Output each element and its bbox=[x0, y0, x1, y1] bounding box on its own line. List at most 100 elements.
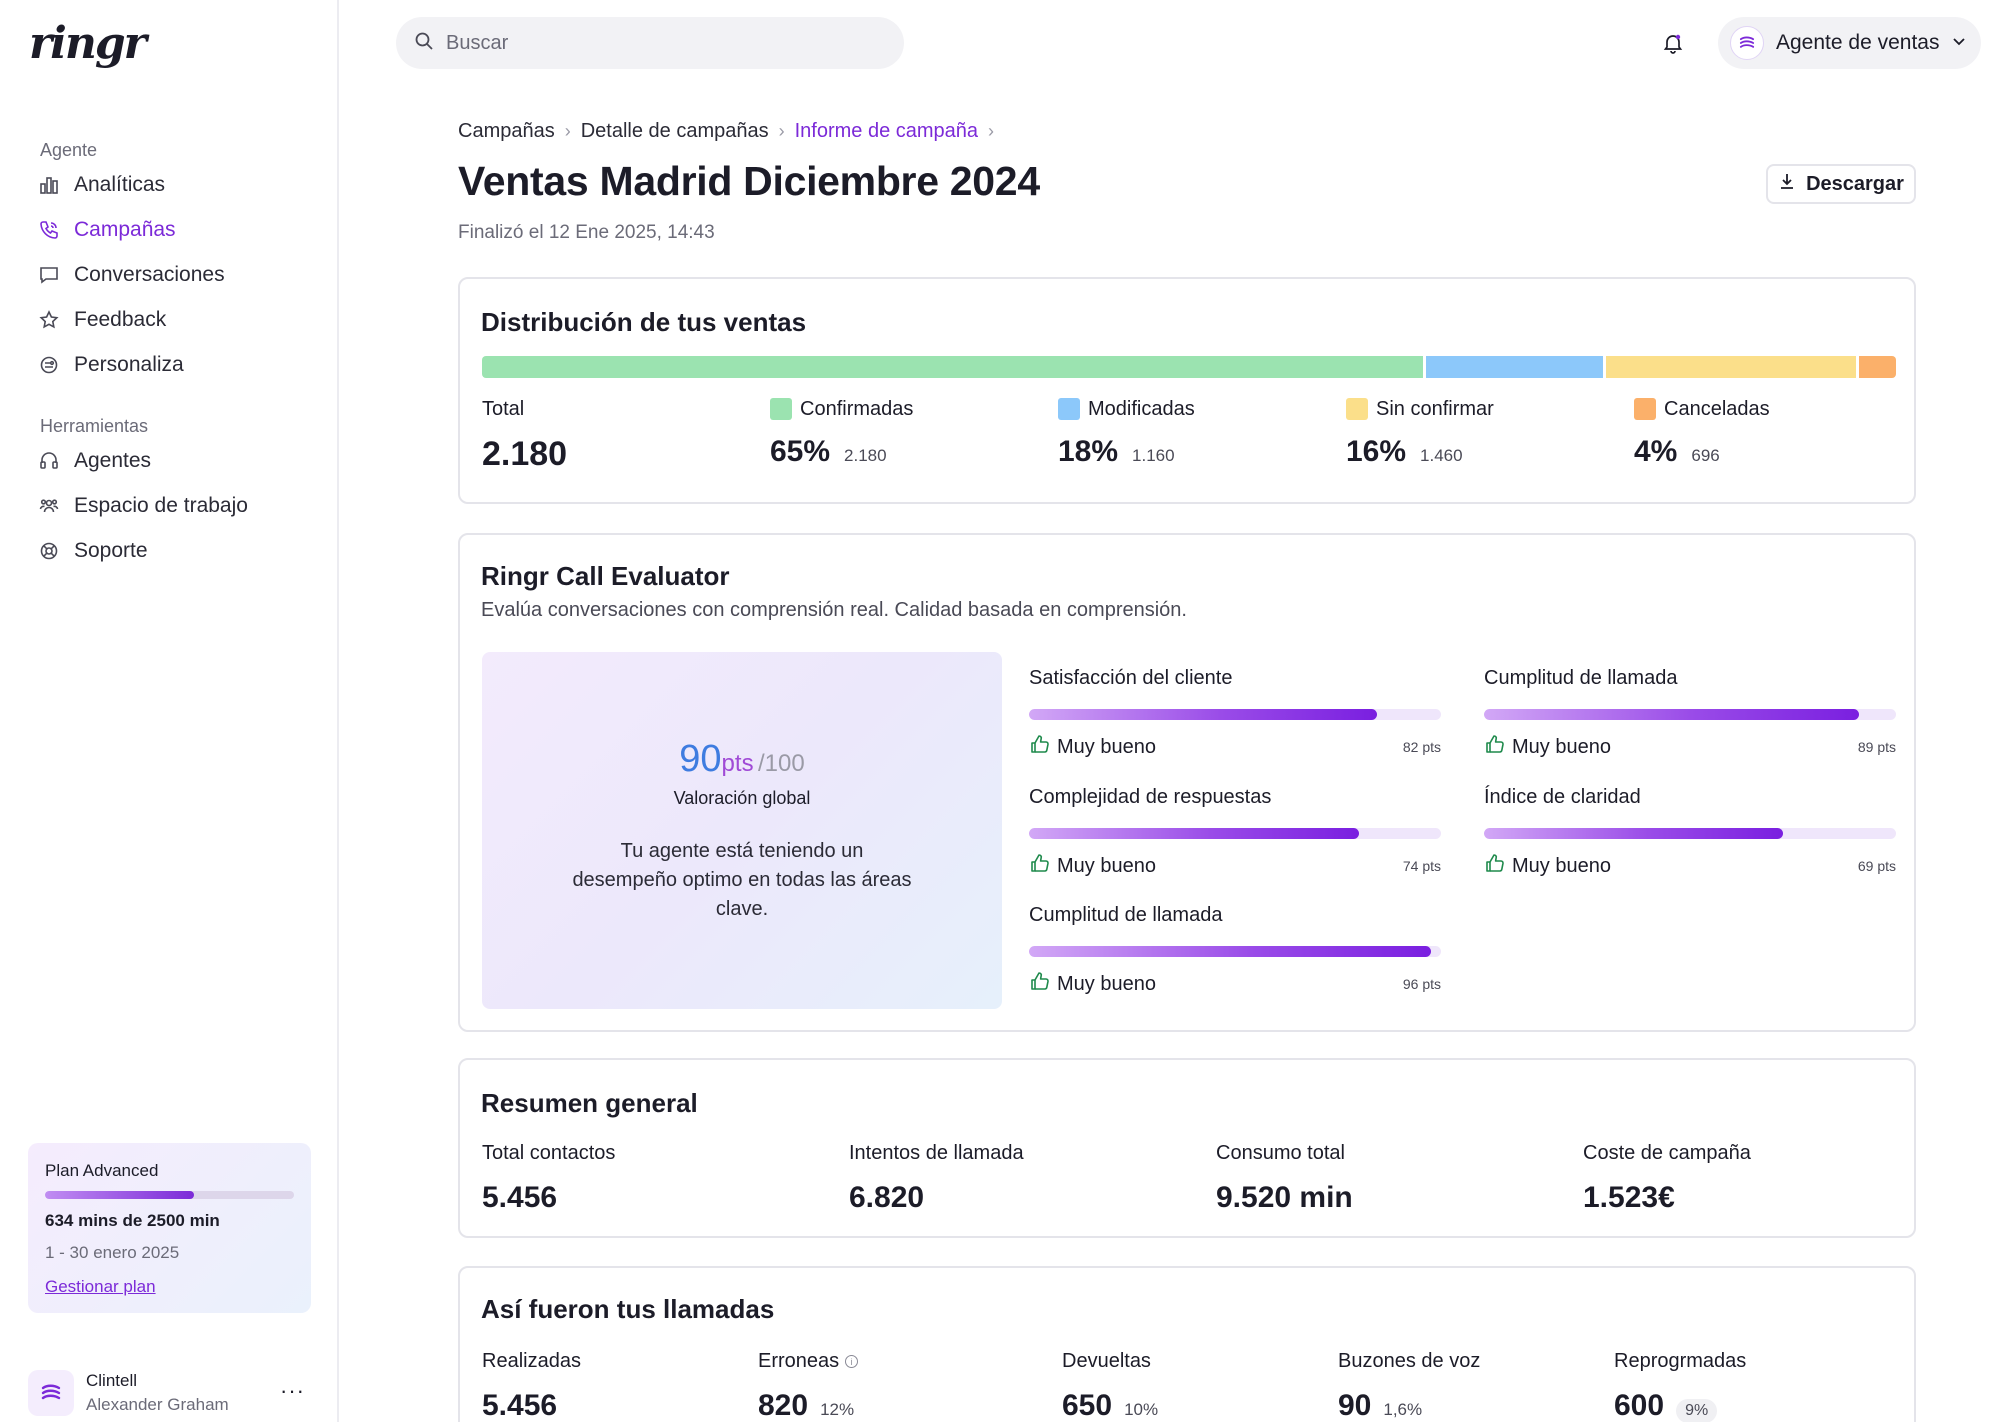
metric-bar bbox=[1484, 709, 1896, 720]
stat-value: 5.456 bbox=[482, 1181, 558, 1214]
stat-label: Erroneas bbox=[758, 1350, 840, 1372]
breadcrumb-informe-campana[interactable]: Informe de campaña bbox=[794, 120, 979, 142]
distribution-modificadas: Modificadas 18% 1.160 bbox=[1058, 397, 1195, 469]
stat-percent-badge: 9% bbox=[1676, 1399, 1718, 1422]
metric-complejidad: Complejidad de respuestas Muy bueno 74 p… bbox=[1029, 786, 1441, 886]
search-bar bbox=[396, 17, 904, 69]
stat-percent: 1,6% bbox=[1383, 1400, 1423, 1419]
stat-consumo-total: Consumo total 9.520 min bbox=[1216, 1142, 1353, 1215]
legend-swatch bbox=[770, 398, 792, 420]
sidebar-item-label: Espacio de trabajo bbox=[74, 494, 248, 517]
breadcrumb: Campañas › Detalle de campañas › Informe… bbox=[458, 120, 994, 143]
search-input[interactable] bbox=[446, 31, 866, 55]
total-value: 2.180 bbox=[482, 435, 568, 473]
sidebar-item-label: Conversaciones bbox=[74, 263, 225, 286]
metric-bar-fill bbox=[1029, 946, 1431, 957]
metric-title: Índice de claridad bbox=[1484, 786, 1641, 808]
legend-swatch bbox=[1346, 398, 1368, 420]
stat-label: Devueltas bbox=[1062, 1350, 1151, 1372]
metric-points: 69 pts bbox=[1857, 858, 1896, 874]
metric-title: Satisfacción del cliente bbox=[1029, 667, 1233, 689]
total-label: Total bbox=[482, 397, 525, 420]
legend-label: Sin confirmar bbox=[1376, 397, 1494, 420]
metric-cumplitud-1: Cumplitud de llamada Muy bueno 89 pts bbox=[1484, 667, 1896, 767]
thumbs-up-icon bbox=[1029, 852, 1051, 880]
plan-title: Plan Advanced bbox=[45, 1161, 159, 1180]
metric-bar-fill bbox=[1029, 828, 1359, 839]
distribution-confirmadas: Confirmadas 65% 2.180 bbox=[770, 397, 913, 469]
card-title: Distribución de tus ventas bbox=[481, 307, 807, 337]
notifications-bell-icon[interactable] bbox=[1658, 28, 1688, 58]
legend-label: Modificadas bbox=[1088, 397, 1195, 420]
metric-bar bbox=[1029, 709, 1441, 720]
sidebar-item-analiticas[interactable]: Analíticas bbox=[38, 168, 165, 202]
breadcrumb-detalle-campanas[interactable]: Detalle de campañas bbox=[580, 120, 769, 142]
segment-count: 1.160 bbox=[1132, 446, 1175, 465]
legend-swatch bbox=[1634, 398, 1656, 420]
stat-intentos-llamada: Intentos de llamada 6.820 bbox=[849, 1142, 1024, 1215]
breadcrumb-campanas[interactable]: Campañas bbox=[458, 120, 555, 142]
page-title: Ventas Madrid Diciembre 2024 bbox=[458, 158, 1040, 204]
metric-points: 89 pts bbox=[1857, 739, 1896, 755]
stat-total-contactos: Total contactos 5.456 bbox=[482, 1142, 615, 1215]
score-description: Tu agente está teniendo un desempeño opt… bbox=[572, 840, 912, 920]
app-logo[interactable]: ringr bbox=[29, 18, 147, 69]
star-icon bbox=[38, 309, 60, 331]
stat-value: 1.523€ bbox=[1583, 1181, 1675, 1214]
sidebar: ringr Agente Analíticas Campañas Convers… bbox=[0, 0, 339, 1422]
metric-cumplitud-2: Cumplitud de llamada Muy bueno 96 pts bbox=[1029, 904, 1441, 1004]
sidebar-item-feedback[interactable]: Feedback bbox=[38, 303, 166, 337]
stat-label: Coste de campaña bbox=[1583, 1142, 1751, 1164]
stat-label: Total contactos bbox=[482, 1142, 616, 1164]
metric-rating: Muy bueno bbox=[1057, 972, 1156, 995]
metric-bar bbox=[1029, 828, 1441, 839]
more-options-icon[interactable]: ··· bbox=[280, 1378, 305, 1403]
message-icon bbox=[38, 264, 60, 286]
agent-selector[interactable]: Agente de ventas bbox=[1718, 17, 1981, 69]
bar-chart-icon bbox=[38, 174, 60, 196]
distribution-segment-2 bbox=[1426, 356, 1604, 378]
general-summary-card: Resumen general Total contactos 5.456 In… bbox=[458, 1058, 1916, 1238]
search-icon bbox=[414, 31, 434, 56]
stat-realizadas: Realizadas 5.456 bbox=[482, 1350, 581, 1422]
stat-value: 650 bbox=[1062, 1389, 1113, 1422]
sidebar-item-espacio-de-trabajo[interactable]: Espacio de trabajo bbox=[38, 489, 248, 523]
sidebar-item-agentes[interactable]: Agentes bbox=[38, 444, 151, 478]
info-icon[interactable]: i bbox=[845, 1355, 859, 1368]
org-avatar bbox=[28, 1370, 74, 1416]
stat-coste-campana: Coste de campaña 1.523€ bbox=[1583, 1142, 1751, 1215]
stat-label: Realizadas bbox=[482, 1350, 581, 1372]
stat-value: 6.820 bbox=[849, 1181, 925, 1214]
segment-count: 1.460 bbox=[1420, 446, 1463, 465]
account-org: Clintell bbox=[86, 1371, 138, 1390]
sidebar-item-personaliza[interactable]: Personaliza bbox=[38, 348, 184, 382]
team-icon bbox=[38, 495, 60, 517]
call-evaluator-card: Ringr Call Evaluator Evalúa conversacion… bbox=[458, 533, 1916, 1032]
metric-satisfaccion: Satisfacción del cliente Muy bueno 82 pt… bbox=[1029, 667, 1441, 767]
score-max: /100 bbox=[758, 750, 805, 777]
segment-count: 2.180 bbox=[844, 446, 887, 465]
score-label: Valoración global bbox=[673, 788, 811, 808]
distribution-total: Total 2.180 bbox=[482, 397, 567, 474]
metric-rating: Muy bueno bbox=[1512, 854, 1611, 877]
download-button[interactable]: Descargar bbox=[1766, 164, 1916, 204]
headset-icon bbox=[38, 450, 60, 472]
metric-rating: Muy bueno bbox=[1512, 735, 1611, 758]
card-title: Así fueron tus llamadas bbox=[481, 1294, 775, 1324]
distribution-canceladas: Canceladas 4% 696 bbox=[1634, 397, 1770, 469]
sidebar-item-soporte[interactable]: Soporte bbox=[38, 534, 148, 568]
sidebar-item-label: Analíticas bbox=[74, 173, 166, 196]
manage-plan-link[interactable]: Gestionar plan bbox=[45, 1277, 156, 1296]
stat-erroneas: Erroneas i 820 12% bbox=[758, 1350, 859, 1422]
sidebar-item-campanas[interactable]: Campañas bbox=[38, 213, 176, 247]
legend-swatch bbox=[1058, 398, 1080, 420]
account-user: Alexander Graham bbox=[86, 1395, 229, 1414]
stat-value: 5.456 bbox=[482, 1389, 558, 1422]
sidebar-item-conversaciones[interactable]: Conversaciones bbox=[38, 258, 225, 292]
sidebar-item-label: Agentes bbox=[74, 449, 152, 472]
thumbs-up-icon bbox=[1484, 852, 1506, 880]
calls-card: Así fueron tus llamadas Realizadas 5.456… bbox=[458, 1266, 1916, 1422]
metric-title: Cumplitud de llamada bbox=[1484, 667, 1678, 689]
account-switcher[interactable]: Clintell Alexander Graham ··· bbox=[28, 1370, 311, 1416]
metric-bar-fill bbox=[1484, 828, 1783, 839]
